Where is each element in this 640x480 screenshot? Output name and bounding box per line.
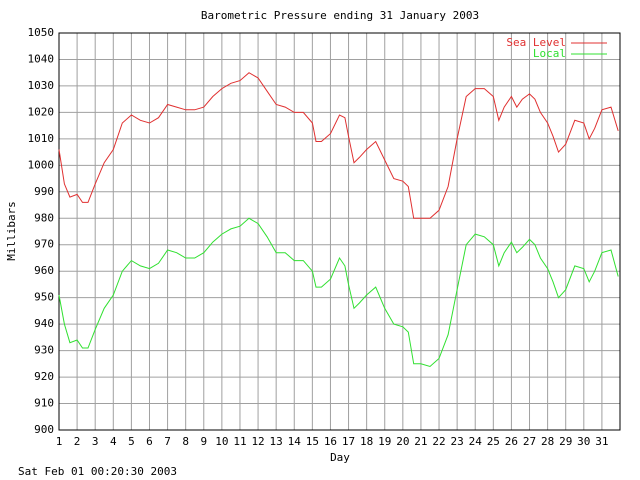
x-tick-label: 17 — [342, 435, 355, 448]
x-tick-label: 28 — [541, 435, 554, 448]
x-tick-label: 14 — [288, 435, 302, 448]
y-tick-label: 940 — [34, 317, 54, 330]
y-tick-label: 930 — [34, 344, 54, 357]
x-tick-label: 18 — [360, 435, 373, 448]
y-tick-label: 1050 — [28, 26, 55, 39]
legend-label: Local — [533, 47, 566, 60]
y-tick-label: 990 — [34, 185, 54, 198]
legend-label: Sea Level — [506, 36, 566, 49]
y-tick-label: 980 — [34, 211, 54, 224]
x-tick-label: 31 — [595, 435, 608, 448]
x-tick-label: 2 — [74, 435, 81, 448]
plot-frame — [58, 32, 621, 431]
x-tick-label: 15 — [306, 435, 319, 448]
x-tick-label: 5 — [128, 435, 135, 448]
series-line — [58, 217, 619, 368]
y-axis-label: Millibars — [5, 201, 18, 261]
y-tick-label: 970 — [34, 238, 54, 251]
x-tick-label: 21 — [414, 435, 427, 448]
x-tick-label: 26 — [505, 435, 518, 448]
x-tick-label: 3 — [92, 435, 99, 448]
y-tick-label: 950 — [34, 291, 54, 304]
x-tick-label: 8 — [182, 435, 189, 448]
y-tick-label: 910 — [34, 397, 54, 410]
x-tick-label: 20 — [396, 435, 409, 448]
x-tick-label: 4 — [110, 435, 117, 448]
x-tick-label: 6 — [146, 435, 153, 448]
x-tick-label: 13 — [270, 435, 283, 448]
x-tick-label: 23 — [451, 435, 464, 448]
x-tick-label: 30 — [577, 435, 590, 448]
x-tick-label: 19 — [378, 435, 391, 448]
x-tick-label: 29 — [559, 435, 572, 448]
x-tick-label: 25 — [487, 435, 500, 448]
x-tick-label: 10 — [215, 435, 228, 448]
y-tick-label: 1020 — [28, 105, 55, 118]
timestamp: Sat Feb 01 00:20:30 2003 — [18, 465, 177, 478]
x-tick-label: 12 — [251, 435, 264, 448]
x-axis-label: Day — [330, 451, 350, 464]
y-tick-label: 1040 — [28, 52, 55, 65]
y-tick-label: 1030 — [28, 79, 55, 92]
x-tick-label: 27 — [523, 435, 536, 448]
y-tick-label: 900 — [34, 423, 54, 436]
x-tick-label: 7 — [164, 435, 171, 448]
y-tick-label: 920 — [34, 370, 54, 383]
x-tick-label: 9 — [200, 435, 207, 448]
x-tick-label: 11 — [233, 435, 246, 448]
x-tick-label: 16 — [324, 435, 337, 448]
x-tick-label: 24 — [469, 435, 483, 448]
chart-title: Barometric Pressure ending 31 January 20… — [201, 9, 479, 22]
x-tick-label: 22 — [432, 435, 445, 448]
series-line — [58, 72, 619, 219]
y-tick-label: 1000 — [28, 158, 55, 171]
y-tick-label: 1010 — [28, 132, 55, 145]
y-tick-label: 960 — [34, 264, 54, 277]
x-tick-label: 1 — [56, 435, 63, 448]
